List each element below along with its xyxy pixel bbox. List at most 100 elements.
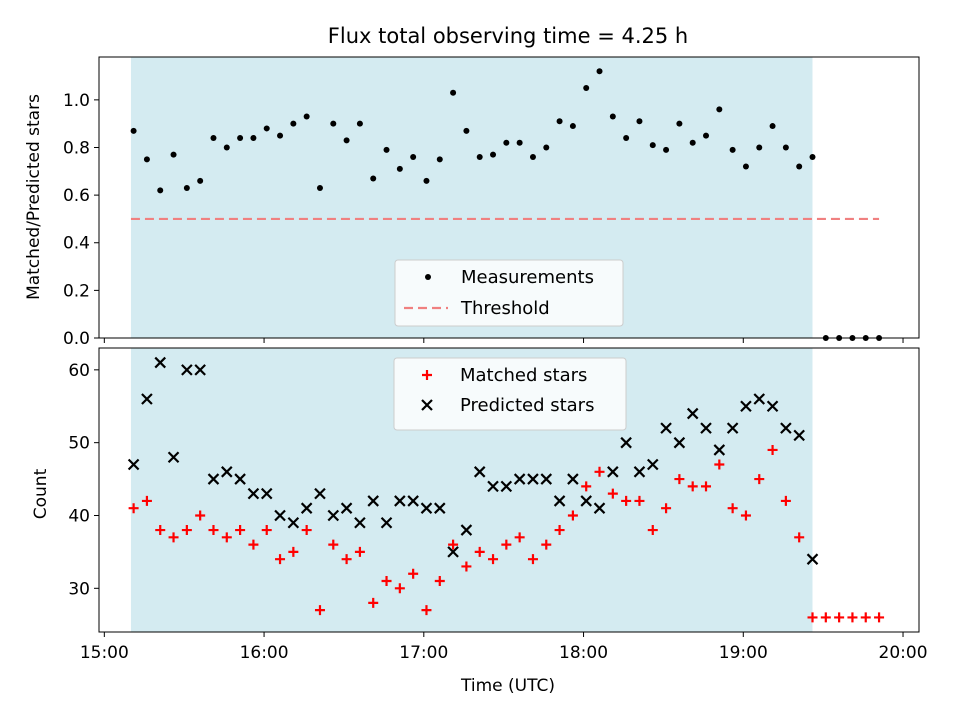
predicted-stars-point — [434, 502, 446, 514]
predicted-stars-point — [127, 458, 140, 471]
predicted-stars-point — [300, 502, 313, 514]
top-legend: Measurements Threshold — [394, 259, 624, 327]
measurements-point — [410, 154, 417, 161]
predicted-stars-point — [327, 509, 340, 522]
predicted-stars-point — [740, 400, 752, 413]
predicted-stars-point — [247, 487, 260, 500]
measurements-point — [703, 132, 710, 139]
measurements-point — [676, 120, 683, 127]
y-tick-label: 0.0 — [63, 329, 90, 349]
measurements-point — [516, 139, 523, 146]
predicted-stars-point — [354, 516, 366, 529]
predicted-stars-point — [567, 473, 579, 485]
predicted-stars-point — [420, 502, 433, 514]
top-panel-ticks: 0.0 0.2 0.4 0.6 0.8 1.0 — [63, 91, 904, 349]
matched-stars-point — [474, 546, 485, 557]
predicted-stars-point — [593, 502, 606, 514]
matched-stars-point — [288, 546, 299, 557]
measurements-point — [649, 142, 656, 149]
measurements-point — [223, 144, 230, 151]
measurements-point — [356, 120, 363, 127]
matched-stars-point — [674, 474, 685, 485]
predicted-stars-point — [287, 516, 300, 529]
matched-stars-point — [141, 495, 152, 506]
matched-stars-point — [301, 525, 312, 536]
predicted-stars-point — [806, 553, 819, 565]
measurements-point — [756, 144, 763, 151]
x-tick-label: 16:00 — [240, 643, 289, 663]
predicted-stars-point — [780, 422, 792, 434]
predicted-stars-point — [540, 473, 553, 485]
matched-stars-point — [381, 576, 392, 587]
predicted-stars-point — [660, 422, 672, 434]
measurements-point — [143, 156, 150, 163]
measurements-point — [370, 175, 377, 182]
chart-title: Flux total observing time = 4.25 h — [328, 24, 688, 48]
predicted-stars-point — [700, 422, 712, 434]
predicted-stars-point — [380, 516, 393, 529]
matched-stars-point — [328, 539, 339, 550]
measurements-point — [742, 163, 749, 170]
measurements-point — [809, 154, 816, 161]
bottom-panel-frame — [98, 347, 920, 633]
measurements-point — [463, 127, 470, 134]
predicted-stars-point — [234, 473, 246, 485]
predicted-stars-point — [221, 466, 233, 478]
bottom-panel-marks — [127, 356, 885, 623]
legend-label-measurements: Measurements — [461, 267, 594, 288]
matched-stars-point — [221, 532, 232, 543]
measurements-point — [543, 144, 550, 151]
predicted-stars-point — [447, 546, 459, 558]
matched-stars-point — [794, 532, 805, 543]
y-tick-label: 0.2 — [63, 281, 90, 301]
predicted-stars-point — [646, 458, 659, 471]
bottom-panel-ticks: 30 40 50 60 15:00 16:00 17:00 18:00 19:00 20:00 — [68, 361, 927, 663]
predicted-stars-point — [260, 487, 273, 500]
top-y-axis-label: Matched/Predicted stars — [24, 94, 44, 300]
x-tick-label: 19:00 — [719, 643, 768, 663]
predicted-stars-point — [607, 466, 619, 478]
predicted-stars-point — [207, 473, 220, 485]
measurements-point — [396, 165, 403, 172]
matched-stars-point — [488, 554, 499, 565]
measurements-point — [476, 154, 483, 161]
x-axis-label: Time (UTC) — [460, 676, 555, 696]
matched-stars-point — [594, 466, 605, 477]
matched-stars-point — [195, 510, 206, 521]
measurements-point — [277, 132, 284, 139]
matched-stars-point — [581, 481, 592, 492]
predicted-stars-point — [633, 466, 646, 478]
y-tick-label: 0.4 — [63, 234, 90, 254]
predicted-stars-point — [407, 495, 419, 507]
matched-stars-point — [714, 459, 725, 470]
matched-stars-point — [461, 561, 472, 572]
matched-stars-point — [727, 503, 738, 514]
matched-stars-point — [421, 605, 432, 616]
matched-stars-point — [687, 481, 698, 492]
matched-stars-point — [354, 546, 365, 557]
x-tick-label: 15:00 — [80, 643, 129, 663]
measurements-point — [423, 177, 430, 184]
measurements-point — [716, 106, 723, 113]
measurements-point — [636, 118, 643, 125]
matched-stars-point — [408, 568, 419, 579]
measurements-point — [623, 134, 630, 141]
measurements-point — [769, 123, 776, 130]
y-tick-label: 30 — [68, 579, 90, 599]
measurements-point — [316, 184, 323, 191]
x-tick-label: 20:00 — [879, 643, 928, 663]
legend-label-matched-stars: Matched stars — [460, 365, 587, 386]
measurements-point — [210, 134, 217, 141]
matched-stars-point — [834, 612, 845, 623]
legend-handle-predicted-stars — [421, 399, 433, 411]
matched-stars-point — [847, 612, 858, 623]
measurements-point — [556, 118, 563, 125]
top-panel: 0.0 0.2 0.4 0.6 0.8 1.0 Flux total observing … — [24, 24, 920, 349]
matched-stars-point — [780, 495, 791, 506]
predicted-stars-point — [713, 444, 726, 456]
matched-stars-point — [208, 525, 219, 536]
predicted-stars-point — [274, 509, 286, 522]
matched-stars-point — [168, 532, 179, 543]
matched-stars-point — [554, 525, 565, 536]
legend-label-predicted-stars: Predicted stars — [460, 395, 594, 416]
